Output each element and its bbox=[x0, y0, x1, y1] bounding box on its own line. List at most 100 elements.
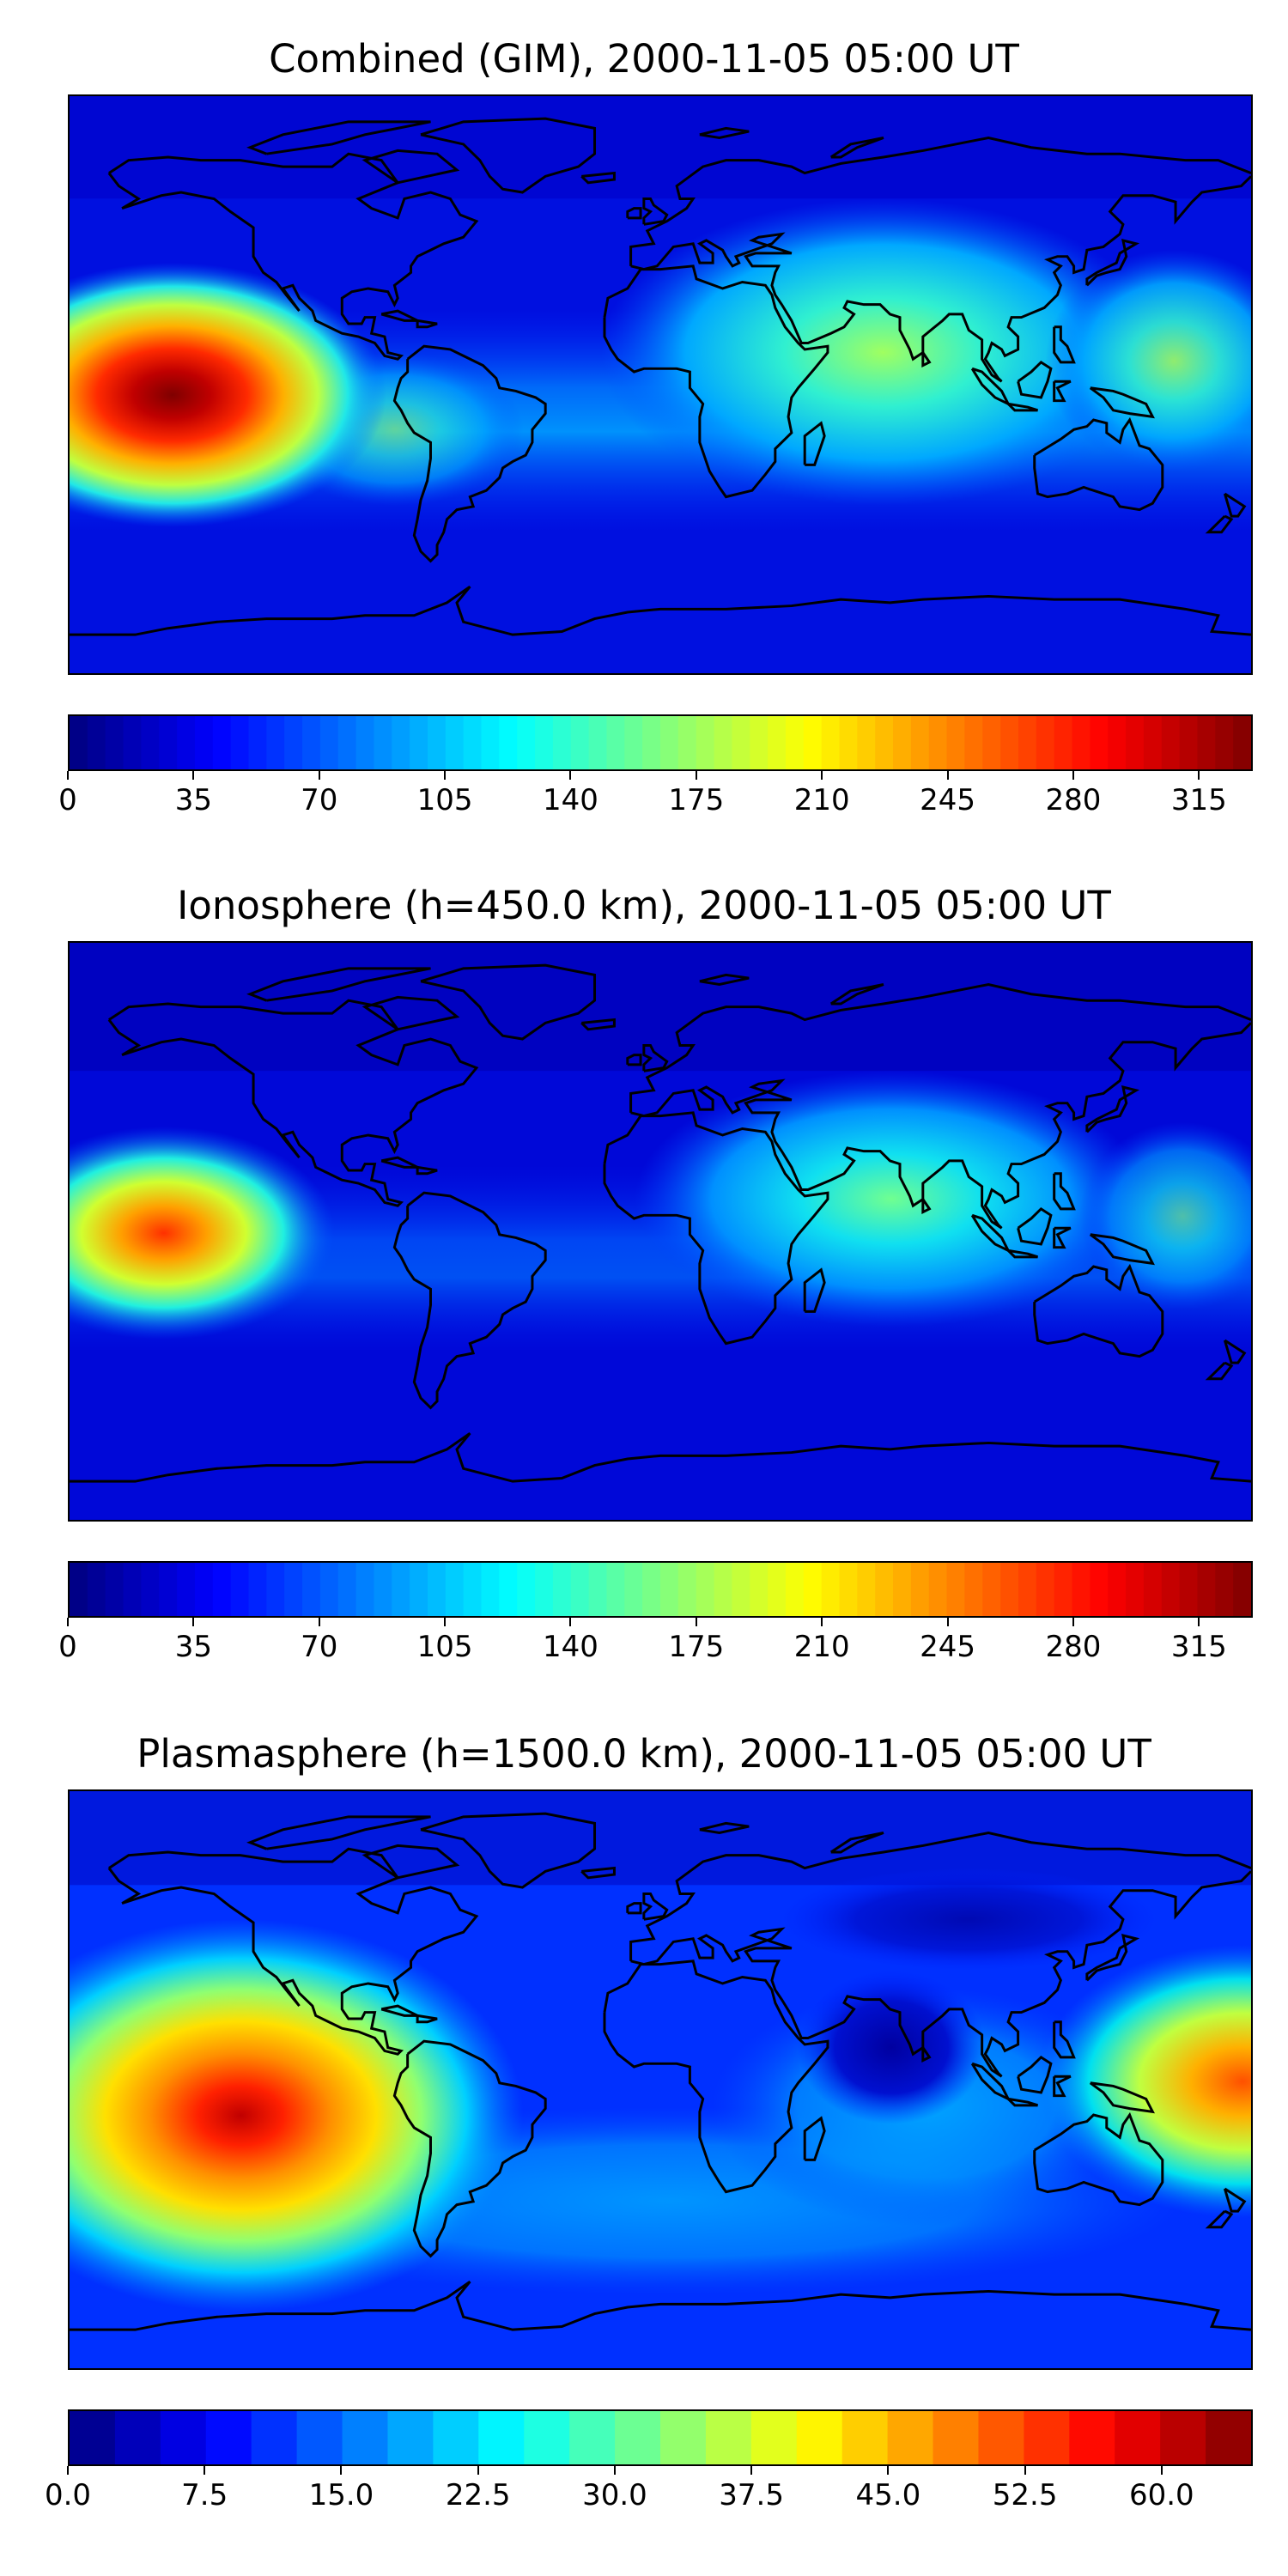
coastline-eurasia bbox=[629, 1831, 1251, 1961]
colorbar-level-swatch bbox=[463, 1563, 483, 1616]
colorbar-tick-label: 70 bbox=[301, 783, 338, 817]
colorbar-level-swatch bbox=[714, 1563, 733, 1616]
colorbar-level-swatch bbox=[750, 1563, 769, 1616]
colorbar-level-swatch bbox=[750, 716, 769, 769]
colorbar-level-swatch bbox=[1143, 716, 1163, 769]
colorbar-level-swatch bbox=[481, 1563, 501, 1616]
colorbar-level-swatch bbox=[123, 716, 143, 769]
colorbar-level-swatch bbox=[177, 1563, 196, 1616]
colorbar-level-swatch bbox=[624, 716, 643, 769]
colorbar-level-swatch bbox=[1018, 716, 1037, 769]
colorbar-level-swatch bbox=[978, 2411, 1025, 2464]
colorbar-level-swatch bbox=[1090, 1563, 1109, 1616]
colorbar-level-swatch bbox=[893, 1563, 912, 1616]
coastline-newZealandS bbox=[1205, 2209, 1234, 2229]
colorbar-level-swatch bbox=[205, 2411, 252, 2464]
colorbar-level-swatch bbox=[159, 1563, 178, 1616]
panel-3-colorbar bbox=[68, 2409, 1253, 2466]
colorbar-level-swatch bbox=[194, 716, 214, 769]
colorbar-tick-mark bbox=[946, 771, 949, 780]
colorbar-level-swatch bbox=[1161, 716, 1181, 769]
colorbar-level-swatch bbox=[893, 716, 912, 769]
colorbar-tick-mark bbox=[1072, 1618, 1074, 1626]
colorbar-tick-mark bbox=[204, 2466, 206, 2475]
colorbar-tick-mark bbox=[318, 1618, 320, 1626]
colorbar-level-swatch bbox=[552, 716, 572, 769]
colorbar-tick-label: 70 bbox=[301, 1630, 338, 1664]
colorbar-level-swatch bbox=[1054, 1563, 1073, 1616]
panel-3-colorbar-ticks: 0.0 7.5 15.0 22.5 30.0 37.5 45.0 52.5 60.0 bbox=[45, 2466, 1253, 2518]
coastline-srilanka bbox=[921, 1198, 932, 1215]
coastline-ireland bbox=[626, 1054, 642, 1066]
colorbar-level-swatch bbox=[839, 1563, 859, 1616]
colorbar-level-swatch bbox=[642, 1563, 661, 1616]
colorbar-level-swatch bbox=[478, 2411, 526, 2464]
colorbar-level-swatch bbox=[588, 1563, 608, 1616]
colorbar-tick-mark bbox=[318, 771, 320, 780]
colorbar-level-swatch bbox=[1126, 1563, 1145, 1616]
coastline-philippines bbox=[1053, 325, 1076, 364]
panel-1-map bbox=[68, 94, 1253, 675]
coastline-borneo bbox=[1017, 2055, 1053, 2094]
colorbar-level-swatch bbox=[70, 1563, 88, 1616]
colorbar-level-swatch bbox=[928, 1563, 948, 1616]
colorbar-level-swatch bbox=[552, 1563, 572, 1616]
colorbar-level-swatch bbox=[410, 1563, 428, 1616]
coastline-hispaniola bbox=[416, 2014, 438, 2024]
colorbar-tick-label: 35 bbox=[174, 1630, 212, 1664]
colorbar-level-swatch bbox=[570, 1563, 590, 1616]
coastline-iceland bbox=[580, 171, 616, 185]
coastline-philippines bbox=[1053, 1172, 1076, 1211]
colorbar-level-swatch bbox=[785, 1563, 805, 1616]
colorbar-tick-label: 105 bbox=[416, 783, 473, 817]
colorbar-tick-mark bbox=[1198, 771, 1200, 780]
colorbar-level-swatch bbox=[230, 716, 250, 769]
colorbar-level-swatch bbox=[319, 716, 339, 769]
colorbar-level-swatch bbox=[212, 716, 232, 769]
coastline-borneo bbox=[1017, 1206, 1053, 1246]
panel-1-colorbar-ticks: 0 35 70 105 140 175 210 245 280 315 bbox=[58, 771, 1253, 823]
colorbar-level-swatch bbox=[857, 716, 876, 769]
colorbar-level-swatch bbox=[964, 716, 984, 769]
colorbar-level-swatch bbox=[355, 1563, 375, 1616]
coastline-northAmerica bbox=[107, 999, 479, 1207]
colorbar-level-swatch bbox=[248, 1563, 268, 1616]
colorbar-tick-mark bbox=[67, 2466, 69, 2475]
coastline-australia bbox=[1033, 416, 1164, 512]
coastline-australia bbox=[1033, 2111, 1164, 2207]
coastline-australia bbox=[1033, 1263, 1164, 1358]
coastline-srilanka bbox=[921, 2046, 932, 2063]
colorbar-level-swatch bbox=[427, 1563, 447, 1616]
colorbar-level-swatch bbox=[910, 1563, 930, 1616]
colorbar-tick-mark bbox=[821, 771, 823, 780]
panel-2-title: Ionosphere (h=450.0 km), 2000-11-05 05:0… bbox=[177, 883, 1111, 928]
colorbar-level-swatch bbox=[887, 2411, 934, 2464]
panel-3-map bbox=[68, 1789, 1253, 2370]
colorbar-level-swatch bbox=[123, 1563, 143, 1616]
colorbar-tick-label: 140 bbox=[543, 783, 598, 817]
coastline-newGuinea bbox=[1089, 1233, 1155, 1266]
colorbar-tick-label: 15.0 bbox=[308, 2478, 374, 2512]
colorbar-level-swatch bbox=[803, 1563, 823, 1616]
colorbar-level-swatch bbox=[910, 716, 930, 769]
colorbar-level-swatch bbox=[677, 716, 697, 769]
colorbar-tick-label: 280 bbox=[1045, 1630, 1102, 1664]
colorbar-tick-label: 30.0 bbox=[582, 2478, 647, 2512]
colorbar-level-swatch bbox=[660, 716, 679, 769]
colorbar-level-swatch bbox=[1108, 1563, 1127, 1616]
coastline-madagascar bbox=[803, 2116, 826, 2161]
coastline-africa bbox=[603, 264, 829, 499]
coastline-madagascar bbox=[803, 1267, 826, 1313]
colorbar-tick-mark bbox=[946, 1618, 949, 1626]
coastline-java bbox=[1007, 402, 1038, 412]
coastline-antarctica bbox=[70, 1431, 1251, 1483]
colorbar-level-swatch bbox=[875, 1563, 894, 1616]
colorbar-level-swatch bbox=[463, 716, 483, 769]
colorbar-level-swatch bbox=[266, 716, 285, 769]
colorbar-tick-label: 37.5 bbox=[719, 2478, 784, 2512]
coastline-baffin bbox=[361, 995, 460, 1031]
coastline-sulawesi bbox=[1053, 380, 1072, 403]
colorbar-level-swatch bbox=[964, 1563, 984, 1616]
colorbar-level-swatch bbox=[732, 1563, 751, 1616]
colorbar-level-swatch bbox=[387, 2411, 434, 2464]
